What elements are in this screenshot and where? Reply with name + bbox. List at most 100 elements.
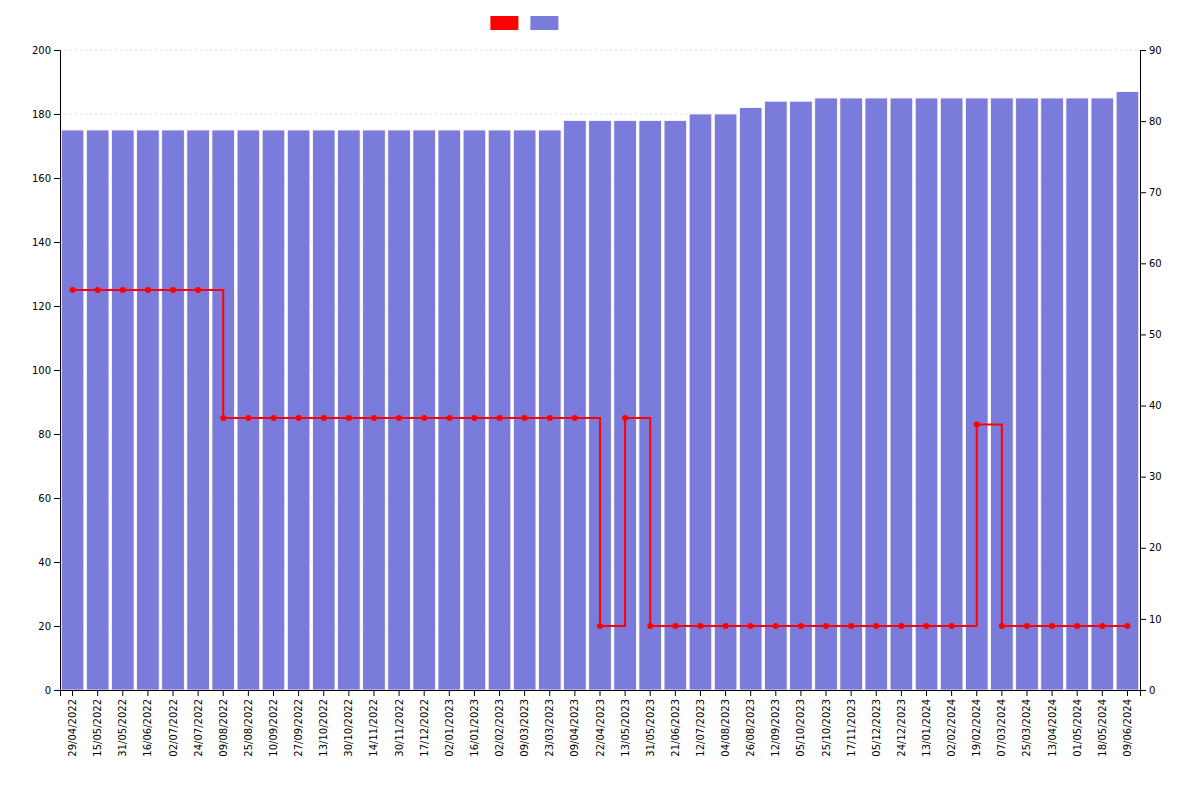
axis-line [61,691,1141,697]
tick-mark [725,690,726,696]
tick-label: 22/04/2023 [595,699,606,757]
tick-label: 26/08/2023 [745,699,756,757]
tick: 25/03/2024 [1021,690,1032,757]
tick-label: 13/10/2022 [318,699,329,757]
bar [739,108,762,690]
tick: 12/09/2023 [770,690,781,757]
legend-swatch [530,16,558,30]
tick: 25/10/2023 [821,690,832,757]
marker [924,623,930,629]
tick-label: 10/09/2022 [268,699,279,757]
tick-label: 19/02/2024 [971,699,982,757]
marker [622,415,628,421]
tick-mark [1140,690,1146,691]
tick-mark [700,690,701,696]
tick-label: 09/06/2024 [1122,699,1133,757]
tick-label: 80 [1149,116,1162,127]
tick: 02/07/2022 [168,690,179,757]
tick: 13/05/2023 [620,690,631,757]
series-1 [70,287,1131,629]
series-0 [61,92,1138,690]
tick: 30/10/2022 [343,690,354,757]
marker [321,415,327,421]
tick: 07/03/2024 [996,690,1007,757]
tick: 80 [1140,116,1162,127]
tick: 31/05/2022 [117,690,128,757]
tick-mark [449,690,450,696]
tick-label: 25/03/2024 [1021,699,1032,757]
tick-label: 0 [1149,685,1155,696]
marker [296,415,302,421]
step-line [73,290,1128,626]
tick-mark [373,690,374,696]
bar [338,130,361,690]
tick-label: 02/02/2023 [494,699,505,757]
marker [371,415,377,421]
tick-label: 160 [32,173,51,184]
tick-label: 12/07/2023 [695,699,706,757]
tick: 23/03/2023 [544,690,555,757]
tick-label: 13/05/2023 [620,699,631,757]
tick-label: 13/01/2024 [921,699,932,757]
tick-mark [1140,263,1146,264]
marker [421,415,427,421]
tick-label: 90 [1149,45,1162,56]
tick-label: 16/01/2023 [469,699,480,757]
marks [61,92,1138,690]
tick-mark [54,626,60,627]
marker [798,623,804,629]
tick: 21/06/2023 [670,690,681,757]
tick-mark [800,690,801,696]
marker [848,623,854,629]
tick-mark [248,690,249,696]
tick-mark [54,114,60,115]
bar [890,98,913,690]
tick-label: 05/10/2023 [795,699,806,757]
tick-mark [223,690,224,696]
tick: 01/05/2024 [1072,690,1083,757]
marker [70,287,76,293]
tick: 09/06/2024 [1122,690,1133,757]
tick-label: 40 [1149,400,1162,411]
tick: 140 [32,237,60,248]
bar [765,101,788,690]
tick: 25/08/2022 [243,690,254,757]
tick-mark [97,690,98,696]
marker [597,623,603,629]
bar [1016,98,1039,690]
tick-label: 14/11/2022 [368,699,379,757]
tick-label: 200 [32,45,51,56]
tick: 10 [1140,614,1162,625]
bar [513,130,536,690]
tick-label: 17/11/2023 [846,699,857,757]
tick-label: 15/05/2022 [92,699,103,757]
tick-mark [399,690,400,696]
marker [647,623,653,629]
tick-mark [173,690,174,696]
bar [463,130,486,690]
tick-label: 50 [1149,329,1162,340]
bar [815,98,838,690]
axis-line [1141,51,1147,691]
tick-mark [323,690,324,696]
tick-mark [54,434,60,435]
marker [873,623,879,629]
tick-mark [775,690,776,696]
plot: 29/04/202215/05/202231/05/202216/06/2022… [32,45,1162,757]
tick: 22/04/2023 [595,690,606,757]
bar [865,98,888,690]
tick: 27/09/2022 [293,690,304,757]
marker [672,623,678,629]
tick: 60 [38,493,60,504]
bar [237,130,260,690]
bar [312,130,335,690]
tick-mark [1077,690,1078,696]
tick-mark [1140,477,1146,478]
tick-mark [926,690,927,696]
tick: 05/10/2023 [795,690,806,757]
y-axis: 020406080100120140160180200 [32,45,61,696]
tick: 09/03/2023 [519,690,530,757]
bar [388,130,411,690]
tick: 29/04/2022 [67,690,78,757]
tick: 50 [1140,329,1162,340]
